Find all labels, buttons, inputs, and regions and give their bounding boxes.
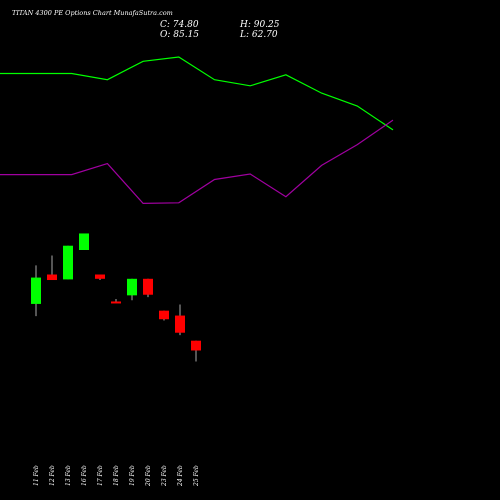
- x-tick-label: 11 Feb: [33, 465, 40, 486]
- low-value: L: 62.70: [239, 30, 278, 40]
- candle-body-down: [111, 301, 121, 304]
- bands-layer: [0, 56, 394, 205]
- candle: [31, 265, 41, 317]
- x-tick-label: 18 Feb: [113, 465, 120, 486]
- x-tick-label: 23 Feb: [161, 465, 168, 487]
- candle-body-down: [143, 278, 153, 295]
- candle: [175, 304, 185, 336]
- x-tick-label: 25 Feb: [193, 465, 200, 487]
- open-value: O: 85.15: [160, 30, 199, 40]
- candle-body-down: [95, 274, 105, 279]
- candle: [159, 310, 169, 321]
- x-tick-label: 24 Feb: [177, 465, 184, 487]
- candle: [47, 255, 57, 281]
- high-value: H: 90.25: [239, 20, 280, 30]
- x-tick-label: 17 Feb: [97, 465, 104, 486]
- candle-body-up: [63, 245, 73, 280]
- candle: [95, 274, 105, 281]
- candle: [143, 278, 153, 298]
- x-tick-label: 20 Feb: [145, 465, 152, 487]
- lower-band-line: [0, 119, 394, 205]
- x-tick-label: 13 Feb: [65, 465, 72, 486]
- candle: [191, 340, 201, 362]
- candle-body-down: [47, 274, 57, 281]
- candle: [111, 299, 121, 304]
- candle-body-up: [31, 277, 41, 304]
- candle-body-up: [127, 278, 137, 296]
- x-axis-labels: 11 Feb 12 Feb 13 Feb 16 Feb 17 Feb 18 Feb 19 F…: [33, 465, 200, 487]
- candle: [79, 233, 89, 250]
- candles-layer: [31, 233, 201, 362]
- chart-title: TITAN 4300 PE Options Chart MunafaSutra.…: [12, 9, 173, 17]
- candle-body-up: [79, 233, 89, 250]
- x-tick-label: 16 Feb: [81, 465, 88, 486]
- x-tick-label: 19 Feb: [129, 465, 136, 486]
- x-tick-label: 12 Feb: [49, 465, 56, 486]
- candle-body-down: [191, 340, 201, 351]
- upper-band-line: [0, 56, 394, 131]
- candle-body-down: [159, 310, 169, 320]
- candle-body-down: [175, 315, 185, 333]
- candle: [63, 245, 73, 280]
- close-value: C: 74.80: [160, 20, 199, 30]
- candle: [127, 278, 137, 301]
